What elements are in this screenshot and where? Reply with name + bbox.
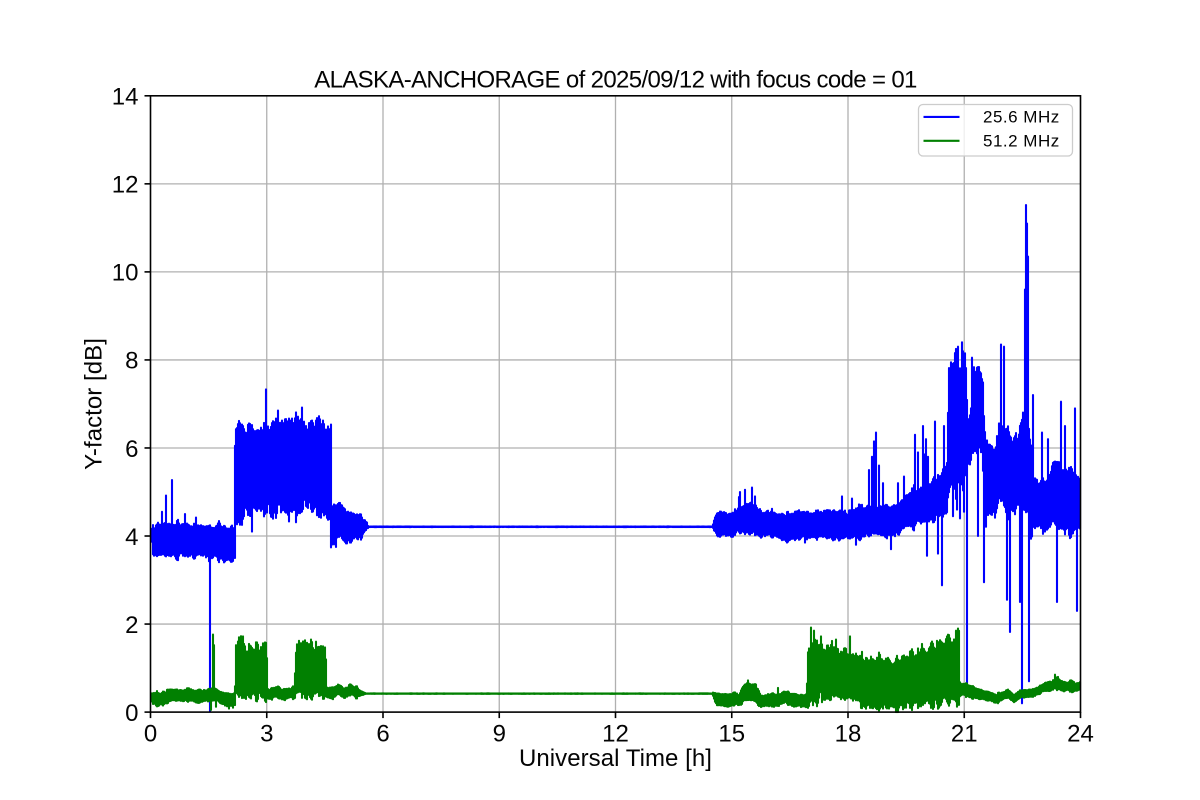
svg-text:21: 21 bbox=[951, 721, 978, 748]
svg-text:6: 6 bbox=[125, 436, 138, 463]
svg-text:3: 3 bbox=[260, 721, 273, 748]
svg-text:9: 9 bbox=[493, 721, 506, 748]
svg-text:12: 12 bbox=[112, 172, 139, 199]
svg-text:ALASKA-ANCHORAGE of 2025/09/12: ALASKA-ANCHORAGE of 2025/09/12 with focu… bbox=[314, 66, 917, 93]
svg-text:14: 14 bbox=[112, 84, 139, 111]
svg-text:12: 12 bbox=[602, 721, 629, 748]
svg-text:24: 24 bbox=[1067, 721, 1094, 748]
svg-text:10: 10 bbox=[112, 260, 139, 287]
svg-text:18: 18 bbox=[835, 721, 862, 748]
svg-text:Universal Time [h]: Universal Time [h] bbox=[519, 745, 712, 772]
svg-text:8: 8 bbox=[125, 348, 138, 375]
svg-text:0: 0 bbox=[144, 721, 157, 748]
svg-text:4: 4 bbox=[125, 524, 138, 551]
svg-text:51.2 MHz: 51.2 MHz bbox=[983, 132, 1060, 151]
svg-text:15: 15 bbox=[718, 721, 745, 748]
svg-text:25.6 MHz: 25.6 MHz bbox=[983, 108, 1060, 127]
svg-text:2: 2 bbox=[125, 612, 138, 639]
svg-text:6: 6 bbox=[376, 721, 389, 748]
svg-text:0: 0 bbox=[125, 700, 138, 727]
svg-text:Y-factor [dB]: Y-factor [dB] bbox=[81, 338, 108, 470]
